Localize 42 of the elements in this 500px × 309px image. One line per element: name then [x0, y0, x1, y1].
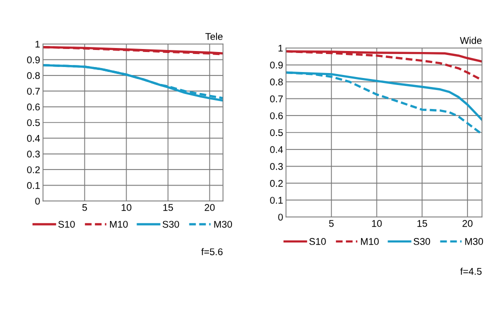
- y-tick-label: 0.7: [27, 88, 40, 95]
- x-tick-label: 10: [372, 220, 382, 227]
- y-tick-label: 0.7: [270, 95, 283, 102]
- y-tick-label: 0.6: [27, 104, 40, 110]
- chart-title: Tele: [205, 32, 223, 40]
- legend-label: S10: [58, 220, 75, 228]
- y-tick-label: 0.4: [27, 134, 40, 142]
- x-tick-label: 15: [417, 220, 428, 227]
- x-tick-label: 15: [163, 204, 173, 211]
- legend-label: M10: [110, 220, 128, 228]
- text: f=4.5: [460, 268, 482, 275]
- y-tick-label: 0.8: [270, 78, 283, 86]
- legend-label: S30: [162, 220, 180, 228]
- y-tick-label: 0.2: [270, 180, 283, 187]
- y-tick-label: 1: [36, 40, 40, 48]
- legend-label: M30: [465, 238, 484, 245]
- x-tick-label: 10: [122, 204, 132, 211]
- y-tick-label: 0.2: [27, 166, 40, 174]
- y-tick-label: 0.9: [270, 62, 283, 69]
- y-tick-label: 0: [35, 198, 40, 205]
- text: f=5.6: [201, 248, 223, 256]
- x-tick-label: 5: [329, 220, 334, 227]
- x-tick-label: 20: [204, 204, 215, 211]
- y-tick-label: 0.5: [27, 119, 40, 126]
- y-tick-label: 0.5: [270, 129, 283, 136]
- y-tick-label: 0.4: [270, 146, 283, 154]
- y-tick-label: 0: [278, 214, 283, 221]
- x-tick-label: 5: [82, 204, 87, 211]
- y-tick-label: 0.1: [27, 182, 40, 189]
- y-tick-label: 0.3: [27, 150, 40, 158]
- x-tick-label: 20: [462, 220, 473, 227]
- y-tick-label: 0.8: [27, 72, 40, 80]
- legend-label: M30: [214, 220, 232, 228]
- legend-label: S10: [309, 238, 326, 245]
- chart-title: Wide: [460, 36, 482, 44]
- legend-label: S30: [414, 238, 430, 245]
- y-tick-label: 0.6: [270, 112, 283, 120]
- legend-label: M10: [361, 238, 379, 245]
- y-tick-label: 0.1: [270, 196, 283, 204]
- y-tick-label: 1: [278, 44, 283, 52]
- y-tick-label: 0.3: [270, 163, 283, 170]
- y-tick-label: 0.9: [27, 56, 40, 64]
